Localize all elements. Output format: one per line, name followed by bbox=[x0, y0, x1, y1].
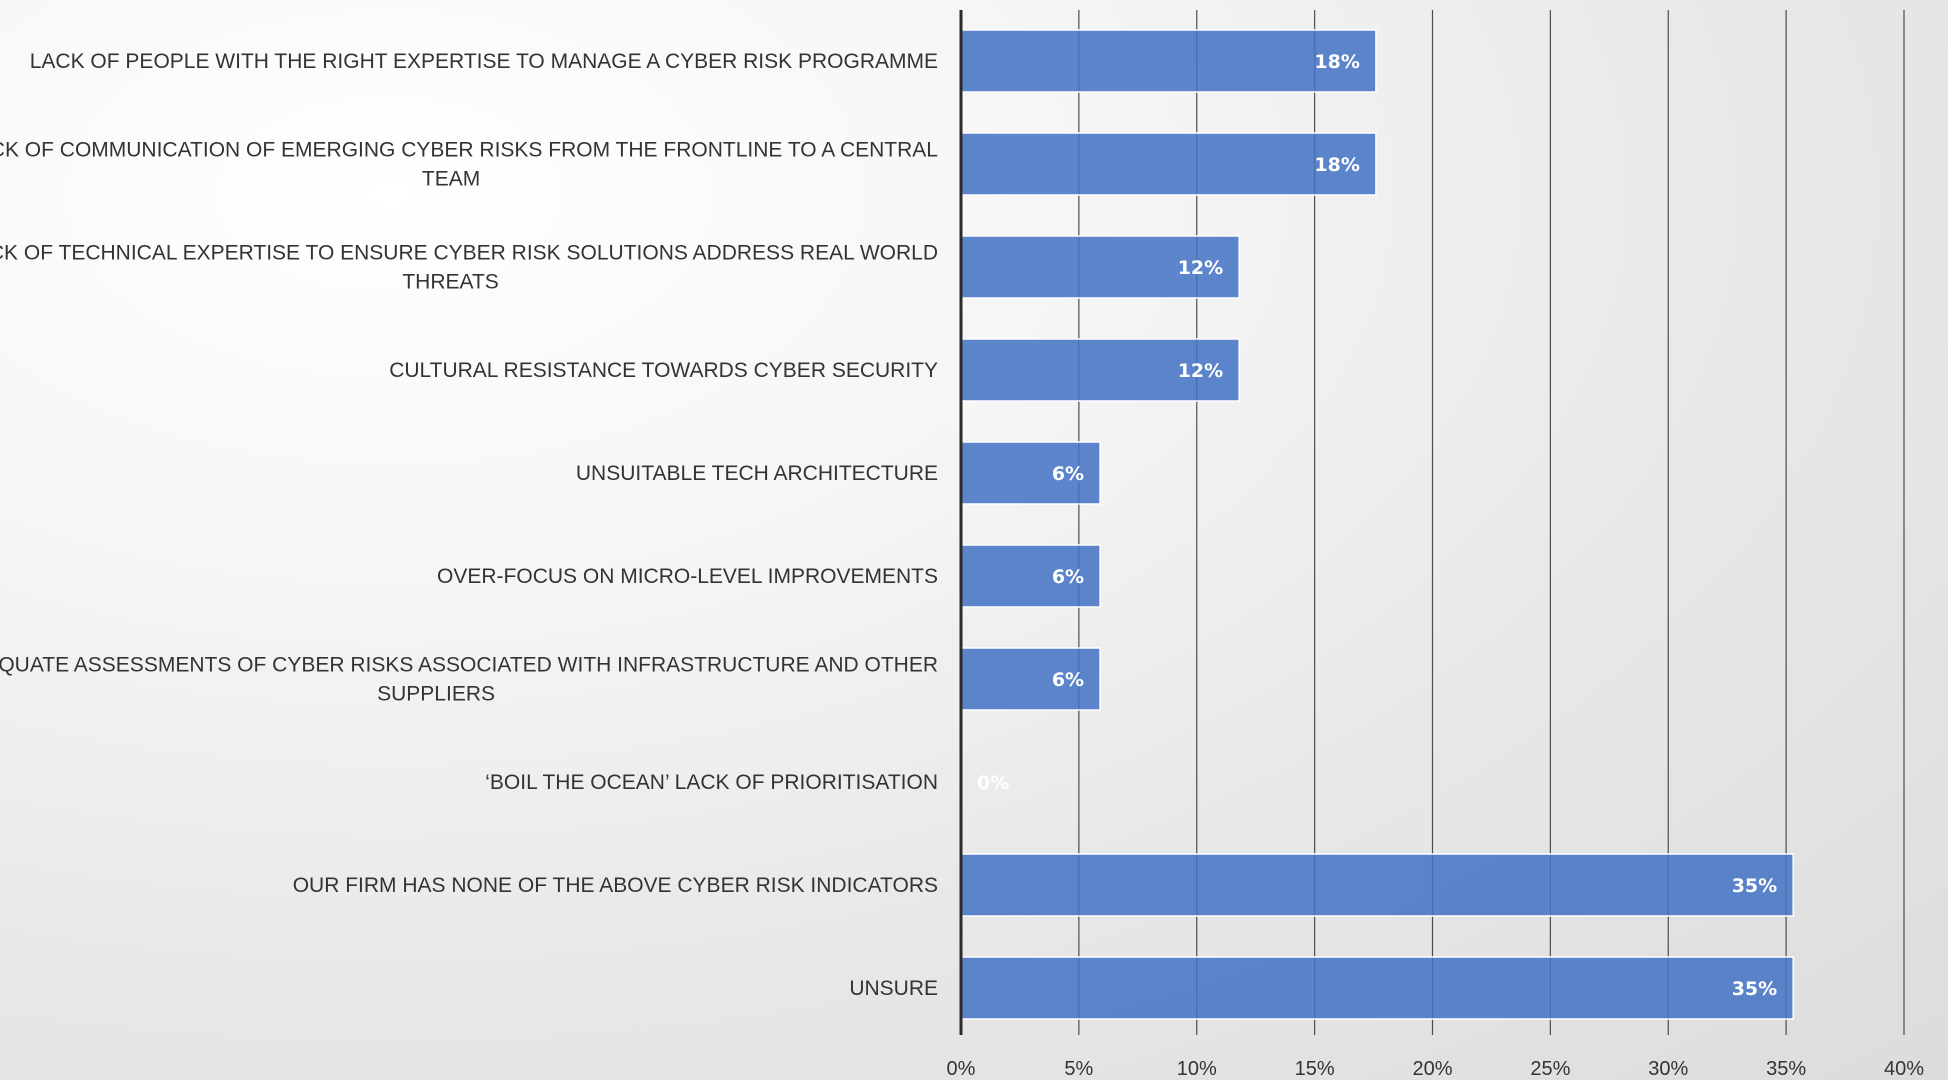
x-axis-ticks: 0% 5% 10% 15% 20% 25% 30% 35% 40% bbox=[947, 1058, 1925, 1080]
category-label: UNSUITABLE TECH ARCHITECTURE bbox=[576, 462, 938, 485]
category-label: CULTURAL RESISTANCE TOWARDS CYBER SECURI… bbox=[389, 359, 938, 382]
data-label: 0% bbox=[977, 772, 1009, 794]
category-label: UNSURE bbox=[849, 977, 938, 1000]
bar bbox=[960, 235, 1240, 299]
bar bbox=[960, 853, 1794, 917]
category-label: OUR FIRM HAS NONE OF THE ABOVE CYBER RIS… bbox=[293, 874, 938, 897]
x-tick-label: 30% bbox=[1648, 1058, 1688, 1080]
data-label: 12% bbox=[1178, 360, 1223, 382]
x-tick-label: 5% bbox=[1064, 1058, 1093, 1080]
bar bbox=[960, 132, 1377, 196]
category-label: OVER-FOCUS ON MICRO-LEVEL IMPROVEMENTS bbox=[437, 565, 938, 588]
category-label: TEAM bbox=[422, 168, 480, 191]
bars bbox=[960, 29, 1794, 1020]
bar bbox=[960, 441, 1101, 505]
bar bbox=[960, 338, 1240, 402]
data-label: 12% bbox=[1178, 257, 1223, 279]
data-label: 6% bbox=[1052, 566, 1084, 588]
x-tick-label: 0% bbox=[947, 1058, 976, 1080]
data-labels: 18% 18% 12% 12% 6% 6% 6% 0% 35% 35% bbox=[977, 51, 1777, 1000]
bar bbox=[960, 544, 1101, 608]
category-label: INADEQUATE ASSESSMENTS OF CYBER RISKS AS… bbox=[0, 654, 938, 677]
x-tick-label: 40% bbox=[1884, 1058, 1924, 1080]
category-label: ‘BOIL THE OCEAN’ LACK OF PRIORITISATION bbox=[485, 771, 938, 794]
data-label: 18% bbox=[1314, 51, 1359, 73]
bar bbox=[960, 647, 1101, 711]
category-label: LACK OF PEOPLE WITH THE RIGHT EXPERTISE … bbox=[30, 50, 938, 73]
data-label: 6% bbox=[1052, 463, 1084, 485]
bar bbox=[960, 956, 1794, 1020]
x-tick-label: 20% bbox=[1412, 1058, 1452, 1080]
category-label: LACK OF TECHNICAL EXPERTISE TO ENSURE CY… bbox=[0, 242, 938, 265]
category-label: LACK OF COMMUNICATION OF EMERGING CYBER … bbox=[0, 139, 938, 162]
data-label: 35% bbox=[1732, 875, 1777, 897]
data-label: 6% bbox=[1052, 669, 1084, 691]
category-label: THREATS bbox=[402, 271, 498, 294]
data-label: 18% bbox=[1314, 154, 1359, 176]
category-label: SUPPLIERS bbox=[377, 683, 495, 706]
x-tick-label: 15% bbox=[1295, 1058, 1335, 1080]
x-tick-label: 10% bbox=[1177, 1058, 1217, 1080]
x-tick-label: 35% bbox=[1766, 1058, 1806, 1080]
category-labels: LACK OF PEOPLE WITH THE RIGHT EXPERTISE … bbox=[0, 50, 938, 1000]
data-label: 35% bbox=[1732, 978, 1777, 1000]
x-tick-label: 25% bbox=[1530, 1058, 1570, 1080]
